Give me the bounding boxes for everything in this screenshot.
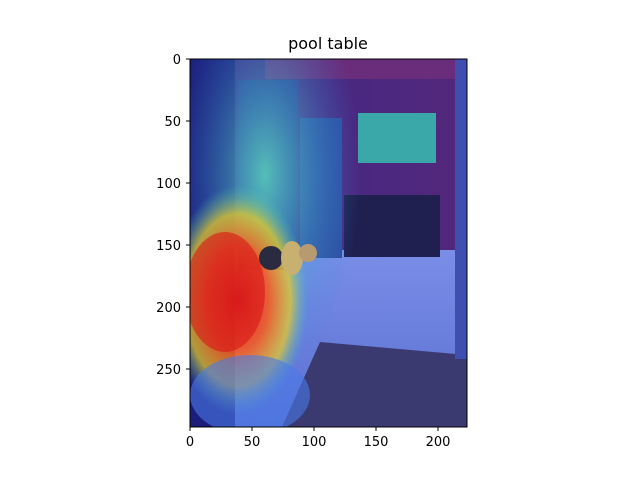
y-tick-label: 250 <box>156 363 181 378</box>
y-tick-label: 50 <box>164 115 181 130</box>
y-tick-label: 0 <box>173 53 181 68</box>
axes-frame <box>189 58 468 428</box>
heatmap-image <box>190 59 467 427</box>
x-tick-label: 50 <box>244 435 261 450</box>
x-tick-label: 0 <box>186 435 194 450</box>
tv-shape <box>358 113 436 163</box>
y-tick-label: 200 <box>156 301 181 316</box>
x-tick-label: 150 <box>364 435 389 450</box>
x-axis <box>189 427 439 431</box>
chart-title: pool table <box>288 34 368 53</box>
y-axis <box>186 58 190 370</box>
y-tick-label: 100 <box>156 177 181 192</box>
x-tick-label: 200 <box>426 435 451 450</box>
x-tick-label: 100 <box>302 435 327 450</box>
y-tick-label: 150 <box>156 239 181 254</box>
